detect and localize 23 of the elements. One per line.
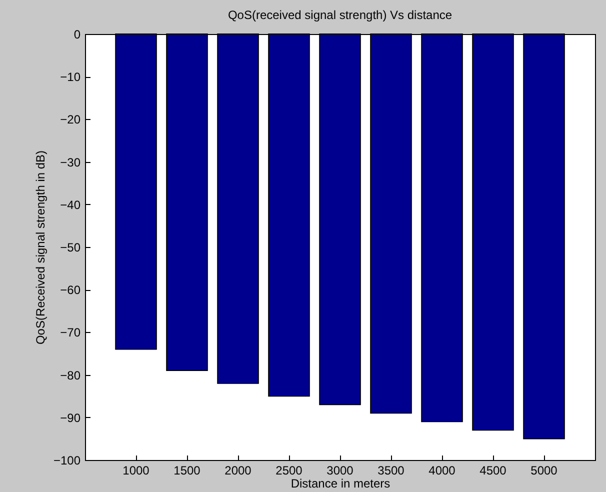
x-tick-label: 2500 [276,464,303,478]
x-tick-label: 2000 [224,464,252,478]
y-tick-label: −100 [53,454,81,468]
x-tick-label: 3000 [326,464,354,478]
y-tick-label: −50 [60,240,81,254]
x-tick-label: 4500 [480,464,507,478]
y-tick-label: −40 [60,198,81,212]
x-tick-label: 4000 [428,464,456,478]
y-tick-label: −20 [60,112,81,127]
y-tick-label: −80 [60,368,81,382]
y-tick-label: −10 [60,70,81,84]
y-axis-title: QoS(Received signal strength in dB) [33,150,48,345]
y-tick-label: −90 [60,410,81,425]
y-tick-label: −60 [60,283,81,298]
chart-title: QoS(received signal strength) Vs distance [228,8,452,22]
x-tick-label: 3500 [378,464,405,478]
y-tick-label: 0 [74,28,81,42]
x-tick-label: 1000 [122,464,150,478]
y-tick-label: −30 [60,155,81,170]
y-tick-label: −70 [60,326,81,340]
x-tick-label: 1500 [174,464,201,478]
x-tick-label: 5000 [530,464,558,478]
x-axis-title: Distance in meters [290,476,390,490]
